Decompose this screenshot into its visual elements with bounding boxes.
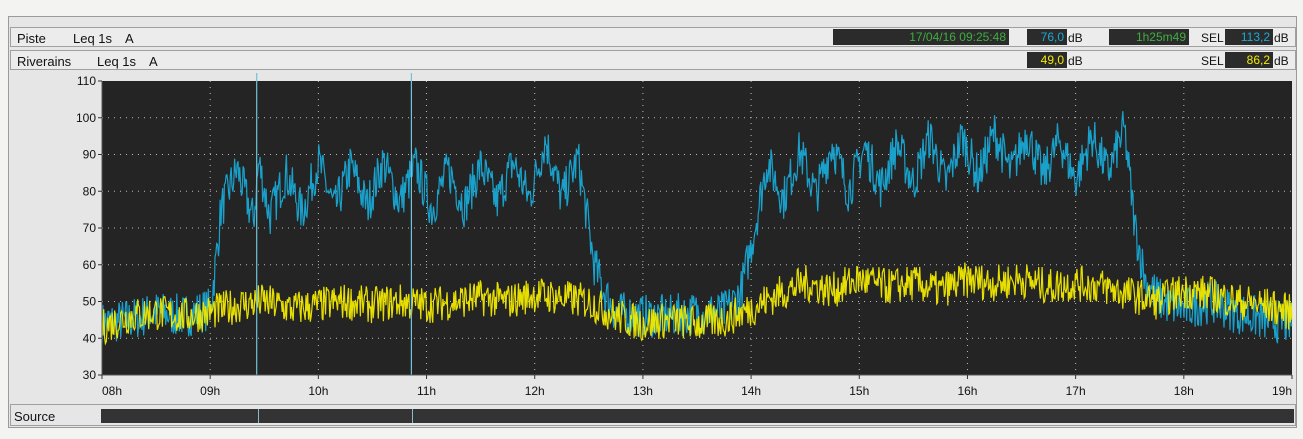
weighting-label: A (149, 54, 158, 69)
level-unit: dB (1068, 31, 1083, 45)
x-tick-label: 14h (741, 384, 761, 398)
level-unit: dB (1068, 54, 1083, 68)
source-cursor-mark (258, 409, 259, 423)
x-tick-label: 17h (1066, 384, 1086, 398)
channel-label: Piste (17, 31, 46, 46)
level-display: 49,0 (1027, 52, 1067, 68)
x-tick-label: 09h (200, 384, 220, 398)
metric-label: Leq 1s (73, 31, 113, 46)
y-tick-label: 70 (83, 221, 97, 235)
y-tick-label: 90 (83, 148, 97, 162)
source-track[interactable] (101, 409, 1294, 423)
x-tick-label: 13h (633, 384, 653, 398)
x-tick-label: 10h (308, 384, 328, 398)
header-row-riverains: Riverains Leq 1s A 49,0 dB SEL 86,2 dB (10, 50, 1296, 70)
level-display: 76,0 (1027, 29, 1067, 45)
sel-unit: dB (1274, 54, 1289, 68)
source-label: Source (14, 409, 56, 424)
x-tick-label: 11h (417, 384, 436, 398)
header-row-piste: Piste Leq 1s A 17/04/16 09:25:48 76,0 dB… (10, 27, 1296, 47)
y-tick-label: 50 (83, 295, 97, 309)
y-tick-label: 100 (76, 111, 96, 125)
x-tick-label: 15h (849, 384, 869, 398)
x-tick-label: 19h (1272, 384, 1292, 398)
x-tick-label: 12h (525, 384, 545, 398)
sel-label: SEL (1201, 54, 1224, 68)
channel-label: Riverains (17, 54, 72, 69)
x-tick-label: 16h (957, 384, 977, 398)
sel-label: SEL (1201, 31, 1224, 45)
y-tick-label: 60 (83, 258, 97, 272)
y-tick-label: 110 (77, 74, 96, 88)
x-tick-label: 08h (102, 384, 122, 398)
source-row: Source (10, 404, 1296, 426)
y-tick-label: 40 (83, 331, 97, 345)
sel-display: 86,2 (1225, 52, 1273, 68)
chart-area: 30 40 50 60 70 80 90 100 110 08h 09h 10h 11h 12h 13h 14… (10, 73, 1296, 403)
x-tick-label: 18h (1174, 384, 1194, 398)
noise-level-chart: 30 40 50 60 70 80 90 100 110 08h 09h 10h 11h 12h 13h 14… (76, 73, 1293, 398)
series-line-riverains (101, 262, 1293, 346)
y-tick-label: 80 (83, 184, 97, 198)
weighting-label: A (125, 31, 134, 46)
source-cursor-mark (412, 409, 413, 423)
duration-display: 1h25m49 (1109, 29, 1189, 45)
y-tick-label: 30 (83, 368, 97, 382)
timestamp-display: 17/04/16 09:25:48 (833, 29, 1009, 45)
sel-display: 113,2 (1225, 29, 1273, 45)
sel-unit: dB (1274, 31, 1289, 45)
metric-label: Leq 1s (97, 54, 137, 69)
